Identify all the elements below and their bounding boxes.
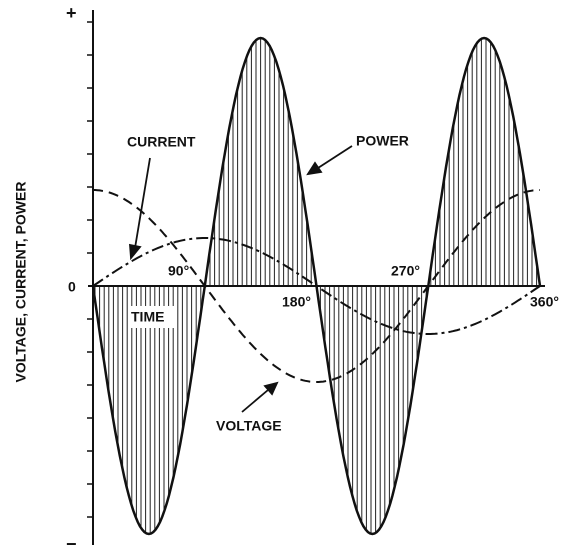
power-arrow <box>317 145 353 169</box>
voltage-label: VOLTAGE <box>216 418 282 434</box>
zero-label: 0 <box>68 279 76 295</box>
arrow-head <box>129 243 142 261</box>
axis-ticks <box>87 21 93 518</box>
voltage-arrow <box>241 389 269 413</box>
angle-label: 180° <box>282 294 311 310</box>
time-label: TIME <box>131 309 164 325</box>
minus-label: − <box>66 534 77 551</box>
current-arrow <box>134 157 151 249</box>
power-label: POWER <box>356 133 409 149</box>
arrows <box>129 145 353 413</box>
voltage-curve <box>93 189 540 383</box>
current-label: CURRENT <box>127 134 196 150</box>
angle-label: 360° <box>530 294 559 310</box>
label-bg <box>128 306 174 328</box>
angle-label: 90° <box>168 263 189 279</box>
plus-label: + <box>66 3 77 23</box>
angle-label: 270° <box>391 263 420 279</box>
arrow-head <box>263 381 279 396</box>
axis-label: VOLTAGE, CURRENT, POWER <box>13 182 29 383</box>
arrow-head <box>306 161 323 176</box>
current-curve <box>92 237 541 335</box>
